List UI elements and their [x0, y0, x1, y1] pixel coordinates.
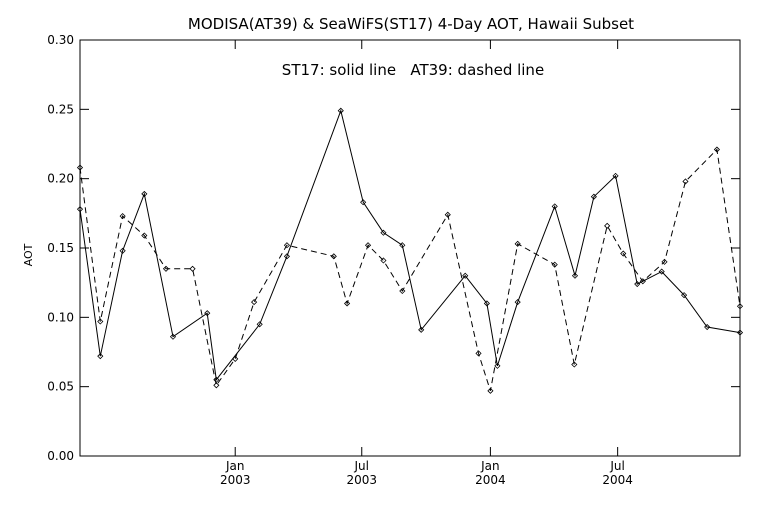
data-point-st17	[462, 272, 469, 279]
y-tick-label: 0.15	[47, 241, 74, 255]
data-point-at39	[251, 299, 258, 306]
data-point-at39	[571, 361, 578, 368]
data-point-st17	[590, 193, 597, 200]
series-group	[76, 107, 744, 394]
data-point-at39	[444, 211, 451, 218]
data-point-at39	[620, 250, 627, 257]
x-tick-label-year: 2004	[475, 473, 506, 487]
data-point-at39	[141, 232, 148, 239]
y-tick-label: 0.20	[47, 172, 74, 186]
data-point-at39	[661, 258, 668, 265]
x-tick-label-month: Jul	[609, 459, 624, 473]
data-point-at39	[344, 300, 351, 307]
plot-frame	[79, 39, 741, 457]
data-point-at39	[213, 382, 220, 389]
x-tick-label-year: 2003	[220, 473, 251, 487]
data-point-st17	[256, 321, 263, 328]
data-point-st17	[141, 190, 148, 197]
data-point-st17	[380, 229, 387, 236]
data-point-st17	[360, 199, 367, 206]
data-point-st17	[169, 333, 177, 340]
data-point-at39	[399, 287, 406, 295]
line-style-annotation: ST17: solid line AT39: dashed line	[282, 61, 544, 79]
data-point-at39	[364, 242, 372, 249]
chart-title: MODISA(AT39) & SeaWiFS(ST17) 4-Day AOT, …	[188, 15, 634, 33]
data-point-at39	[283, 242, 291, 249]
data-point-at39	[682, 178, 689, 185]
data-point-at39	[639, 278, 646, 285]
data-point-at39	[119, 213, 126, 220]
data-point-st17	[283, 253, 291, 260]
data-point-st17	[204, 310, 211, 317]
data-point-st17	[337, 107, 344, 114]
data-point-at39	[713, 146, 720, 153]
x-tick-label-year: 2004	[602, 473, 633, 487]
data-point-at39	[162, 265, 170, 272]
data-point-st17	[571, 272, 579, 279]
data-point-st17	[736, 329, 744, 336]
data-point-at39	[475, 350, 482, 357]
data-point-st17	[514, 299, 521, 306]
data-point-at39	[736, 303, 744, 310]
data-point-at39	[76, 164, 84, 171]
y-axis: 0.00 0.05 0.10 0.15 0.20 0.25 0.30	[47, 33, 740, 463]
data-point-at39	[551, 261, 558, 268]
x-tick-label-month: Jan	[480, 459, 500, 473]
y-tick-label: 0.30	[47, 33, 74, 47]
x-tick-label-month: Jan	[225, 459, 245, 473]
data-point-st17	[612, 172, 619, 179]
data-point-st17	[119, 247, 126, 254]
data-point-at39	[487, 387, 494, 394]
data-point-at39	[232, 355, 239, 362]
data-point-st17	[704, 323, 711, 331]
data-point-st17	[483, 300, 490, 307]
data-point-st17	[97, 353, 104, 360]
data-point-st17	[418, 326, 425, 333]
y-tick-label: 0.10	[47, 310, 74, 324]
x-tick-label-year: 2003	[346, 473, 377, 487]
data-point-at39	[514, 240, 521, 247]
data-point-st17	[681, 292, 688, 299]
data-point-st17	[494, 362, 501, 369]
data-point-at39	[380, 257, 387, 264]
data-point-st17	[634, 280, 641, 288]
data-point-at39	[97, 318, 104, 325]
y-tick-label: 0.05	[47, 380, 74, 394]
series-line-st17	[79, 108, 741, 381]
y-tick-label: 0.25	[47, 102, 74, 116]
series-line-at39	[79, 148, 741, 391]
y-tick-label: 0.00	[47, 449, 74, 463]
data-point-at39	[189, 265, 196, 272]
data-point-st17	[76, 206, 84, 213]
x-tick-label-month: Jul	[354, 459, 369, 473]
data-point-at39	[604, 222, 611, 229]
y-axis-label: AOT	[22, 243, 35, 266]
data-point-st17	[658, 268, 665, 275]
data-point-at39	[330, 253, 337, 260]
data-point-st17	[551, 203, 558, 210]
data-point-st17	[399, 242, 406, 249]
